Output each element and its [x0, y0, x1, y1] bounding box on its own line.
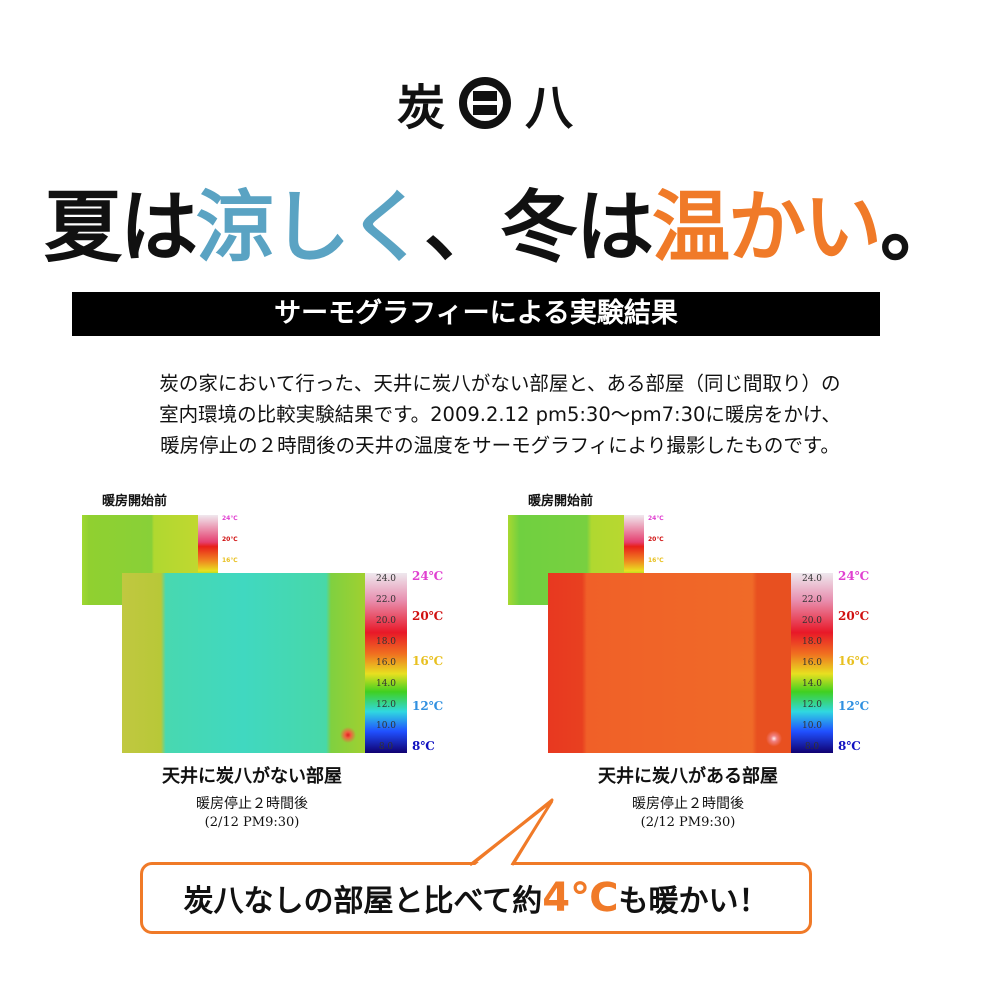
- scale-tick: 12.0: [375, 700, 397, 710]
- scale-label: 16℃: [838, 654, 870, 668]
- scale-tick: 22.0: [375, 595, 397, 605]
- scale-label: 12℃: [838, 699, 870, 713]
- logo-circle-mark-icon: [459, 77, 511, 129]
- scale-tick: 12.0: [801, 700, 823, 710]
- scale-tick: 8.0: [378, 742, 394, 752]
- headline-part: 。: [880, 182, 958, 273]
- before-label: 暖房開始前: [102, 494, 168, 509]
- scale-tick: 14.0: [375, 679, 397, 689]
- headline-cool: 涼しく: [195, 182, 426, 273]
- scale-label: 24℃: [648, 515, 664, 522]
- scale-tick: 10.0: [801, 721, 823, 731]
- panel-subcaption: 暖房停止２時間後: [196, 796, 308, 812]
- panel-subcaption: 暖房停止２時間後: [632, 796, 744, 812]
- scale-label: 20℃: [838, 609, 870, 623]
- scale-tick: 8.0: [804, 742, 820, 752]
- scale-tick: 24.0: [801, 574, 823, 584]
- scale-label: 24℃: [222, 515, 238, 522]
- scale-label: 20℃: [412, 609, 444, 623]
- scale-tick: 20.0: [801, 616, 823, 626]
- thermal-panel-with: 暖房開始前 24℃ 20℃ 16℃ 12℃ 8℃ 24.0 22.0 20.0 18.…: [508, 490, 908, 840]
- scale-tick: 10.0: [375, 721, 397, 731]
- scale-label: 24℃: [412, 569, 444, 583]
- headline-part: 、冬は: [423, 182, 654, 273]
- intro-line: 暖房停止の２時間後の天井の温度をサーモグラフィにより撮影したものです。: [160, 434, 840, 457]
- callout-value: 4℃: [542, 875, 619, 921]
- panel-date: (2/12 PM9:30): [204, 815, 300, 830]
- headline-part: 夏は: [43, 182, 198, 273]
- before-label: 暖房開始前: [528, 494, 594, 509]
- scale-label: 12℃: [412, 699, 444, 713]
- section-title: サーモグラフィーによる実験結果: [72, 292, 880, 336]
- scale-label: 20℃: [222, 535, 238, 543]
- headline-warm: 温かい: [652, 182, 882, 273]
- color-scale: 24.0 22.0 20.0 18.0 16.0 14.0 12.0 10.0 8.0: [791, 573, 833, 753]
- scale-tick: 18.0: [801, 637, 823, 647]
- thermal-image-after: [548, 573, 791, 753]
- scale-tick: 22.0: [801, 595, 823, 605]
- scale-tick: 14.0: [801, 679, 823, 689]
- callout-text: も暖かい！: [618, 884, 769, 919]
- scale-label: 24℃: [838, 569, 870, 583]
- panel-date: (2/12 PM9:30): [640, 815, 736, 830]
- thermal-panel-without: 暖房開始前 24℃ 20℃ 16℃ 12℃ 8℃ 24.0 22.0 20.0 18.…: [82, 490, 482, 840]
- scale-label: 16℃: [222, 556, 238, 564]
- scale-label: 8℃: [412, 739, 435, 753]
- intro-line: 室内環境の比較実験結果です。2009.2.12 pm5:30〜pm7:30に暖房…: [159, 403, 841, 426]
- scale-label: 16℃: [412, 654, 444, 668]
- color-scale: 24.0 22.0 20.0 18.0 16.0 14.0 12.0 10.0 8.0: [365, 573, 407, 753]
- thermal-image-after: [122, 573, 365, 753]
- callout-text: 炭八なしの部屋と比べて約: [183, 884, 543, 919]
- scale-tick: 18.0: [375, 637, 397, 647]
- logo-char-right: 八: [525, 80, 574, 136]
- headline: 夏は涼しく、冬は温かい。: [0, 165, 1000, 277]
- panel-caption: 天井に炭八がある部屋: [598, 766, 778, 787]
- panel-caption: 天井に炭八がない部屋: [162, 766, 342, 787]
- intro-line: 炭の家において行った、天井に炭八がない部屋と、ある部屋（同じ間取り）の: [159, 372, 841, 395]
- scale-tick: 16.0: [375, 658, 397, 668]
- scale-label: 8℃: [838, 739, 861, 753]
- callout-box: 炭八なしの部屋と比べて約4℃も暖かい！: [140, 862, 812, 934]
- intro-text: 炭の家において行った、天井に炭八がない部屋と、ある部屋（同じ間取り）の 室内環境…: [60, 368, 940, 461]
- scale-label: 20℃: [648, 535, 664, 543]
- brand-logo: 炭 八: [385, 68, 585, 138]
- scale-tick: 20.0: [375, 616, 397, 626]
- scale-tick: 16.0: [801, 658, 823, 668]
- logo-char-left: 炭: [396, 80, 445, 136]
- scale-label: 16℃: [648, 556, 664, 564]
- scale-tick: 24.0: [375, 574, 397, 584]
